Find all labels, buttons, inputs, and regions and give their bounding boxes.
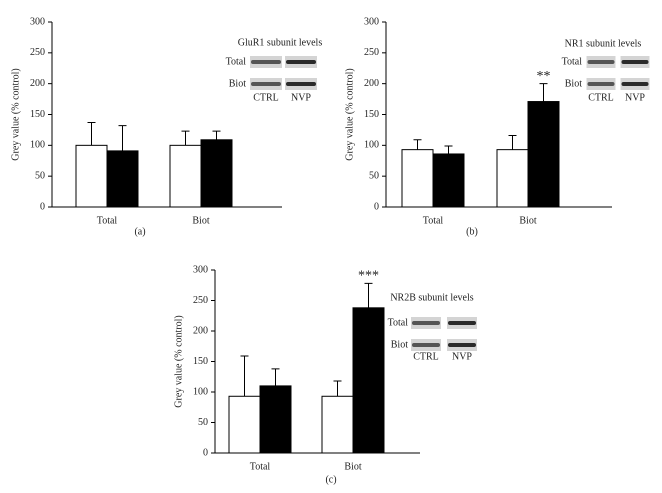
error-bar bbox=[87, 122, 96, 146]
lane-label: NVP bbox=[625, 92, 645, 103]
error-bar bbox=[271, 368, 280, 386]
y-tick-label: 100 bbox=[193, 386, 208, 397]
x-tick-label: Total bbox=[250, 461, 271, 472]
y-tick-label: 100 bbox=[30, 140, 45, 151]
x-tick-label: Total bbox=[423, 215, 444, 226]
bar bbox=[401, 149, 434, 208]
y-tick-label: 0 bbox=[203, 447, 208, 458]
y-axis-label: Grey value (% control) bbox=[10, 68, 21, 160]
significance: ** bbox=[537, 69, 551, 84]
y-tick-label: 250 bbox=[193, 295, 208, 306]
y-tick-label: 150 bbox=[364, 109, 379, 120]
error-bar bbox=[364, 282, 373, 308]
y-tick-label: 0 bbox=[40, 201, 45, 212]
error-bar bbox=[240, 355, 249, 397]
error-bar bbox=[118, 125, 127, 151]
bar bbox=[169, 144, 202, 208]
y-tick-label: 100 bbox=[364, 140, 379, 151]
blot-row-label: Total bbox=[226, 56, 247, 67]
lane-label: CTRL bbox=[253, 92, 279, 103]
blot-band bbox=[448, 343, 476, 347]
y-tick-label: 50 bbox=[198, 417, 208, 428]
error-bar bbox=[212, 130, 221, 140]
error-bar bbox=[181, 130, 190, 146]
blot-row-label: Biot bbox=[391, 339, 408, 350]
bar bbox=[321, 395, 354, 454]
blot-band bbox=[412, 321, 440, 325]
lane-label: NVP bbox=[291, 92, 311, 103]
blot-band bbox=[587, 60, 615, 64]
bar bbox=[432, 153, 465, 208]
blot-row-label: Total bbox=[388, 317, 409, 328]
y-tick-label: 50 bbox=[369, 170, 379, 181]
x-tick-label: Biot bbox=[344, 461, 361, 472]
lane-label: CTRL bbox=[413, 351, 439, 362]
y-tick-label: 300 bbox=[364, 16, 379, 27]
error-bar bbox=[444, 145, 453, 154]
lane-label: CTRL bbox=[588, 92, 614, 103]
y-tick-label: 300 bbox=[30, 16, 45, 27]
blot-band bbox=[621, 82, 649, 86]
y-tick-label: 200 bbox=[30, 78, 45, 89]
error-bar bbox=[333, 380, 342, 397]
y-tick-label: 0 bbox=[374, 201, 379, 212]
blot-row-label: Biot bbox=[229, 78, 246, 89]
error-bar bbox=[413, 139, 422, 150]
bar bbox=[200, 139, 233, 208]
y-tick-label: 200 bbox=[364, 78, 379, 89]
y-tick-label: 150 bbox=[193, 356, 208, 367]
significance: *** bbox=[358, 269, 379, 284]
x-tick-label: Total bbox=[97, 215, 118, 226]
bar bbox=[527, 101, 560, 208]
y-tick-label: 200 bbox=[193, 325, 208, 336]
bar bbox=[228, 395, 261, 454]
y-tick-label: 50 bbox=[35, 170, 45, 181]
blot-band bbox=[587, 82, 615, 86]
y-tick-label: 250 bbox=[30, 47, 45, 58]
y-axis-label: Grey value (% control) bbox=[173, 315, 184, 407]
bar bbox=[106, 150, 139, 208]
y-tick-label: 300 bbox=[193, 264, 208, 275]
bar bbox=[352, 307, 385, 454]
blot-row-label: Biot bbox=[565, 78, 582, 89]
y-axis-label: Grey value (% control) bbox=[344, 68, 355, 160]
blot-band bbox=[448, 321, 476, 325]
blot-band bbox=[251, 82, 281, 86]
error-bar bbox=[539, 83, 548, 102]
x-tick-label: Biot bbox=[192, 215, 209, 226]
inset-title: NR1 subunit levels bbox=[565, 38, 642, 49]
blot-band bbox=[251, 60, 281, 64]
bar bbox=[259, 385, 292, 454]
panel-label: (b) bbox=[466, 226, 478, 237]
blot-band bbox=[621, 60, 649, 64]
bar bbox=[496, 149, 529, 208]
inset-title: NR2B subunit levels bbox=[390, 292, 473, 303]
panel-label: (c) bbox=[325, 474, 336, 485]
x-tick-label: Biot bbox=[519, 215, 536, 226]
blot-band bbox=[286, 60, 316, 64]
y-tick-label: 150 bbox=[30, 109, 45, 120]
blot-band bbox=[412, 343, 440, 347]
inset-title: GluR1 subunit levels bbox=[238, 37, 323, 48]
error-bar bbox=[508, 134, 517, 150]
blot-row-label: Total bbox=[562, 56, 583, 67]
y-tick-label: 250 bbox=[364, 47, 379, 58]
lane-label: NVP bbox=[452, 351, 472, 362]
bar bbox=[75, 144, 108, 208]
panel-label: (a) bbox=[134, 226, 145, 237]
blot-band bbox=[286, 82, 316, 86]
